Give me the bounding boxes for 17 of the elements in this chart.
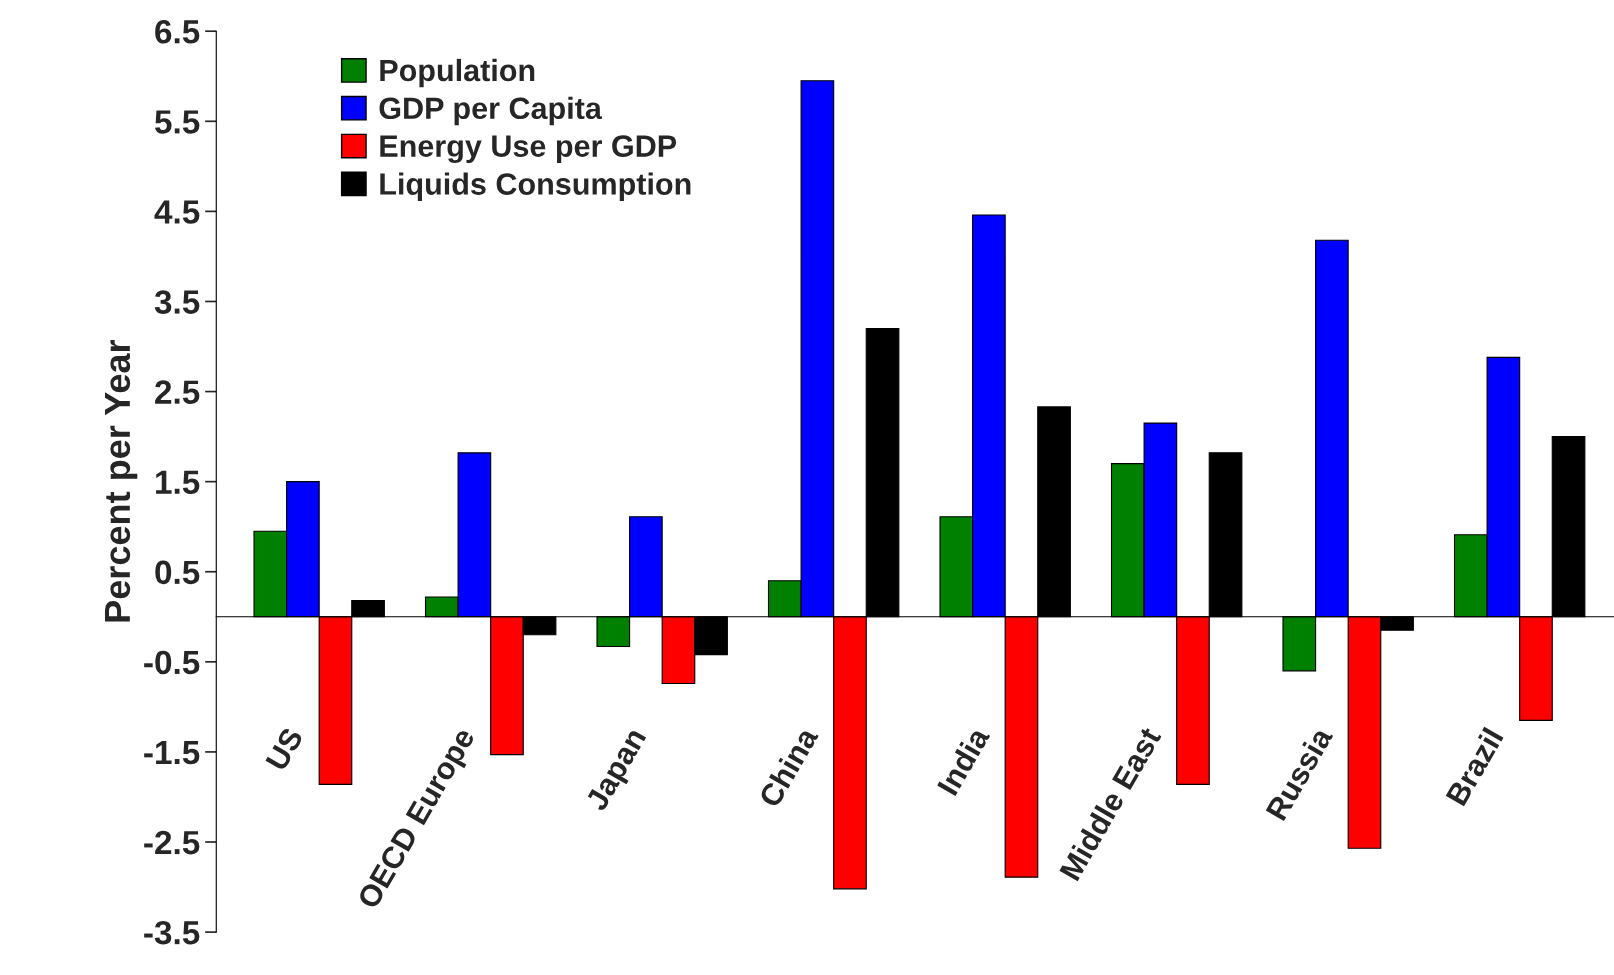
- y-tick-label: -0.5: [144, 650, 200, 675]
- legend-label: Liquids Consumption: [380, 172, 691, 201]
- y-tick-label: 3.5: [154, 290, 200, 314]
- y-axis-title: Percent per Year: [104, 339, 138, 622]
- y-tick-label: 1.5: [156, 470, 200, 495]
- y-tick-label: 4.5: [154, 200, 200, 224]
- y-tick-label: 5.5: [155, 110, 200, 134]
- y-tick-label: -3.5: [144, 920, 200, 945]
- y-tick-label: 6.5: [155, 20, 200, 44]
- legend-label: Energy Use per GDP: [380, 135, 677, 164]
- y-tick-label: -2.5: [144, 830, 200, 855]
- x-tick-label: US: [265, 726, 304, 772]
- legend-label: GDP per Capita: [379, 96, 603, 126]
- y-tick-label: -1.5: [144, 741, 200, 765]
- y-tick-label: 2.5: [155, 380, 200, 404]
- legend-label: Population: [380, 58, 535, 88]
- y-tick-label: 0.5: [155, 560, 200, 585]
